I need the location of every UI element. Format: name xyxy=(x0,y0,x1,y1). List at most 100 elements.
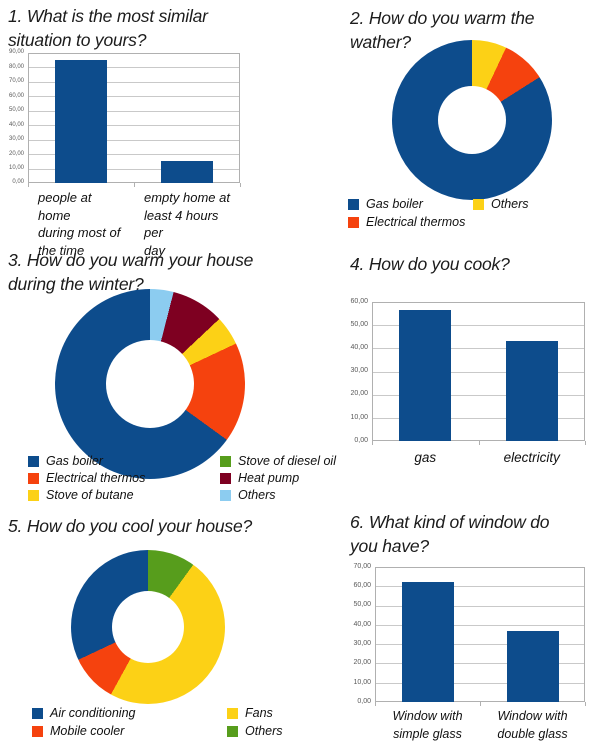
q4-ytick-label: 50,00 xyxy=(350,320,368,328)
q6-ytick-label: 60,00 xyxy=(353,582,371,590)
chart-2-title: 2. How do you warm the wather? xyxy=(350,8,535,52)
chart-6-title: 6. What kind of window do you have? xyxy=(350,512,550,556)
q1-gridline xyxy=(29,154,239,156)
q4-ytick-label: 60,00 xyxy=(350,297,368,305)
q6-ytick-label: 10,00 xyxy=(353,678,371,686)
q6-ytick-label: 20,00 xyxy=(353,659,371,667)
q4-ytick-label: 40,00 xyxy=(350,344,368,352)
q2-legend-item: Electrical thermos xyxy=(348,215,465,229)
q6-gridline xyxy=(376,605,584,607)
q6-gridline xyxy=(376,682,584,684)
q1-ytick-label: 30,00 xyxy=(8,136,24,143)
q6-bar xyxy=(506,630,559,702)
q3-legend-item: Gas boiler xyxy=(28,454,103,468)
q2-legend-item: Others xyxy=(473,197,529,211)
q4-gridline xyxy=(373,371,584,373)
q1-gridline xyxy=(29,168,239,170)
q4-category-label: electricity xyxy=(503,450,560,465)
q4-xtick-mark xyxy=(478,441,480,445)
q5-legend-item: Fans xyxy=(227,706,273,720)
chart-4-cook-bar: 4. How do you cook? 60,00 50,00 40,00 30,00… xyxy=(300,245,600,505)
q1-xtick-mark xyxy=(28,183,29,187)
q3-donut-hole xyxy=(106,340,194,428)
q6-ytick-label: 0,00 xyxy=(357,697,371,705)
q3-legend-swatch xyxy=(28,489,39,501)
q4-bar xyxy=(399,310,452,441)
q6-gridline xyxy=(376,644,584,646)
q3-legend-label: Gas boiler xyxy=(46,454,103,468)
q3-legend-swatch xyxy=(28,455,39,467)
q3-legend-label: Stove of diesel oil xyxy=(238,454,336,468)
q6-xtick-mark xyxy=(480,702,481,706)
chart-3-title: 3. How do you warm your house during the… xyxy=(8,250,254,294)
q2-legend-swatch xyxy=(348,198,359,210)
chart-3-warm-house-donut: 3. How do you warm your house during the… xyxy=(0,245,336,505)
q1-bar xyxy=(55,60,107,183)
q4-bar xyxy=(505,341,558,441)
q1-gridline xyxy=(29,110,239,112)
q5-legend-item: Others xyxy=(227,724,283,738)
q3-legend-item: Stove of diesel oil xyxy=(220,454,336,468)
q2-legend-label: Electrical thermos xyxy=(366,215,466,229)
q3-legend-item: Others xyxy=(220,488,276,502)
q3-legend-item: Stove of butane xyxy=(28,488,134,502)
q3-legend-label: Heat pump xyxy=(238,471,300,485)
q4-xtick-mark xyxy=(372,441,373,445)
q4-ytick-label: 30,00 xyxy=(350,367,368,375)
q1-category-label: people at home during most of the time xyxy=(38,190,121,258)
q5-legend-swatch xyxy=(227,725,238,737)
q4-gridline xyxy=(373,394,584,396)
q2-legend-swatch xyxy=(348,216,359,228)
q2-donut-hole xyxy=(438,86,506,154)
q4-category-label: gas xyxy=(414,450,437,465)
q1-gridline xyxy=(29,67,239,69)
q6-ytick-label: 70,00 xyxy=(353,562,371,570)
chart-5-title: 5. How do you cool your house? xyxy=(8,516,253,536)
q3-legend-item: Electrical thermos xyxy=(28,471,145,485)
q6-bar xyxy=(401,582,454,702)
q1-ytick-label: 40,00 xyxy=(8,121,24,128)
q5-legend-swatch xyxy=(32,725,43,737)
chart-2-warm-water-donut: 2. How do you warm the wather? Gas boile… xyxy=(300,0,600,245)
q5-legend-label: Air conditioning xyxy=(50,706,136,720)
q3-legend-label: Others xyxy=(238,488,276,502)
q6-xtick-mark xyxy=(585,702,586,706)
q5-donut-hole xyxy=(112,591,184,663)
q6-ytick-label: 50,00 xyxy=(353,601,371,609)
q1-ytick-label: 90,00 xyxy=(8,49,24,56)
chart-1-title: 1. What is the most similar situation to… xyxy=(8,6,208,50)
q3-legend-swatch xyxy=(220,472,231,484)
q1-ytick-label: 10,00 xyxy=(8,164,24,171)
q4-gridline xyxy=(373,325,584,327)
q6-category-label: Window with double glass xyxy=(497,709,568,741)
q1-ytick-label: 50,00 xyxy=(8,107,24,114)
q1-gridline xyxy=(29,125,239,127)
q1-ytick-label: 70,00 xyxy=(8,78,24,85)
q5-legend-label: Others xyxy=(245,724,283,738)
chart-1-most-similar-situation: 1. What is the most similar situation to… xyxy=(0,0,300,258)
q4-ytick-label: 0,00 xyxy=(354,436,368,444)
q1-category-label: empty home at least 4 hours per day xyxy=(144,190,230,258)
q1-ytick-label: 80,00 xyxy=(8,63,24,70)
q6-gridline xyxy=(376,586,584,588)
q2-legend-label: Gas boiler xyxy=(366,197,423,211)
q2-legend-label: Others xyxy=(491,197,529,211)
q1-gridline xyxy=(29,96,239,98)
q4-gridline xyxy=(373,417,584,419)
q6-gridline xyxy=(376,624,584,626)
chart-6-window-bar: 6. What kind of window do you have? 70,0… xyxy=(300,505,600,750)
q1-ytick-label: 20,00 xyxy=(8,150,24,157)
q1-gridline xyxy=(29,139,239,141)
q5-legend-swatch xyxy=(227,707,238,719)
q5-legend-item: Mobile cooler xyxy=(32,724,124,738)
q3-legend-swatch xyxy=(28,472,39,484)
q2-legend-swatch xyxy=(473,198,484,210)
q6-ytick-label: 40,00 xyxy=(353,620,371,628)
q6-gridline xyxy=(376,663,584,665)
q1-ytick-label: 0,00 xyxy=(12,179,24,186)
q4-ytick-label: 20,00 xyxy=(350,390,368,398)
q1-gridline xyxy=(29,81,239,83)
q3-legend-label: Stove of butane xyxy=(46,488,134,502)
chart-4-title: 4. How do you cook? xyxy=(350,254,510,274)
